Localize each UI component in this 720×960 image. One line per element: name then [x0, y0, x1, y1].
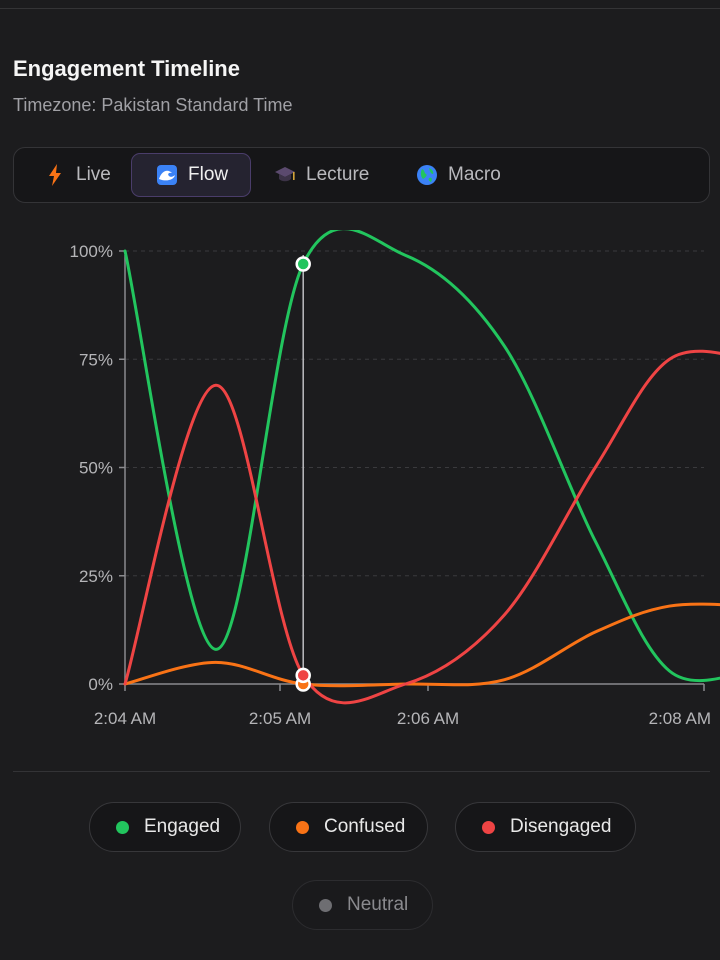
hover-point-engaged	[295, 256, 311, 272]
tab-lecture-label: Lecture	[306, 164, 370, 185]
globe-icon	[416, 164, 438, 186]
x-tick-label: 2:04 AM	[94, 709, 156, 728]
page-title: Engagement Timeline	[13, 56, 240, 81]
x-tick-label: 2:08 AM	[649, 709, 711, 728]
timezone-label: Timezone: Pakistan Standard Time	[13, 95, 293, 115]
legend-confused[interactable]: Confused	[269, 802, 428, 852]
graduation-cap-icon	[274, 164, 296, 186]
confused-dot	[296, 820, 309, 834]
tab-flow[interactable]: Flow	[131, 153, 251, 197]
tab-lecture[interactable]: Lecture	[274, 153, 394, 197]
legend-neutral-label: Neutral	[347, 894, 409, 915]
y-tick-label: 100%	[70, 242, 113, 261]
engaged-dot	[116, 820, 129, 834]
legend-neutral[interactable]: Neutral	[292, 880, 433, 930]
hover-point-disengaged	[295, 667, 311, 684]
engagement-chart[interactable]: 0% 25% 50% 75% 100% 2:04 AM 2:05 AM 2:06 AM 2:08…	[0, 230, 720, 750]
series-line-engaged[interactable]	[123, 230, 720, 683]
legend-disengaged[interactable]: Disengaged	[455, 802, 636, 852]
wave-icon	[156, 164, 178, 186]
tab-live-label: Live	[76, 164, 111, 185]
y-tick-label: 75%	[79, 350, 113, 369]
top-divider	[0, 8, 720, 9]
y-tick-label: 0%	[88, 675, 113, 694]
y-tick-label: 50%	[79, 459, 113, 478]
y-tick-label: 25%	[79, 567, 113, 586]
x-tick-label: 2:06 AM	[397, 709, 459, 728]
tab-macro[interactable]: Macro	[416, 153, 526, 197]
series-line-confused[interactable]	[123, 602, 720, 688]
legend-disengaged-label: Disengaged	[510, 816, 612, 837]
series-line-disengaged[interactable]	[123, 349, 720, 705]
lightning-icon	[44, 164, 66, 186]
legend-engaged[interactable]: Engaged	[89, 802, 241, 852]
legend-engaged-label: Engaged	[144, 816, 221, 837]
legend-divider	[13, 771, 710, 772]
neutral-dot	[319, 898, 332, 912]
tab-live[interactable]: Live	[44, 153, 124, 197]
legend-confused-label: Confused	[324, 816, 406, 837]
disengaged-dot	[482, 820, 495, 834]
x-tick-label: 2:05 AM	[249, 709, 311, 728]
view-mode-tabs: Live Flow Lecture	[13, 147, 710, 203]
tab-macro-label: Macro	[448, 164, 501, 185]
tab-flow-label: Flow	[188, 164, 229, 185]
